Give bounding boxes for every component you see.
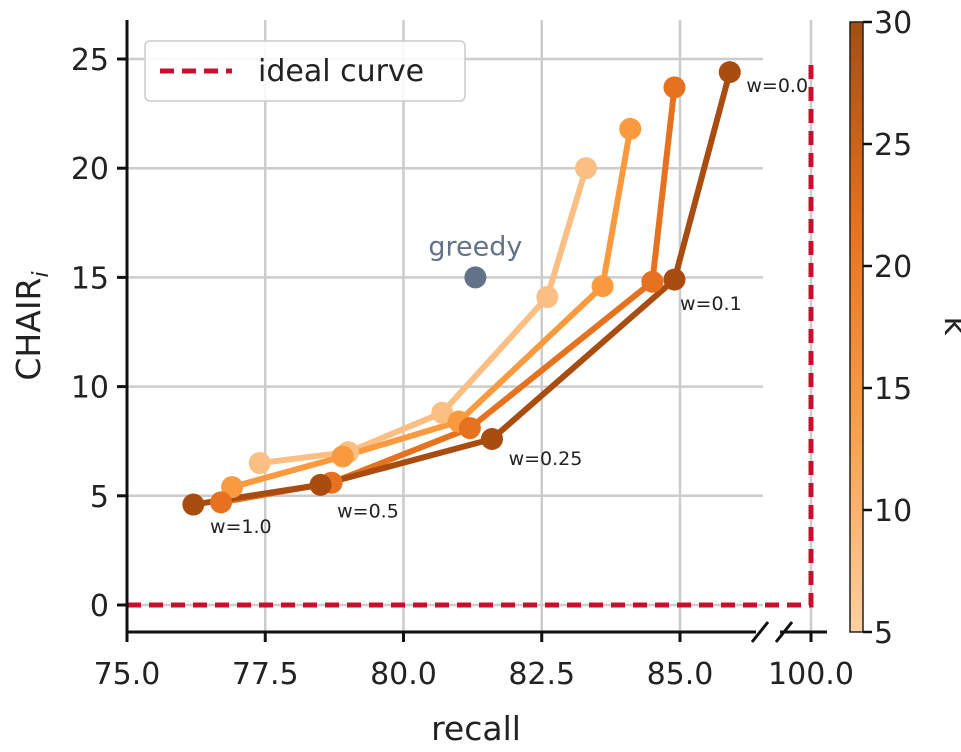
data-point-k20 [641,270,664,293]
y-axis-label-subscript: i [29,271,54,277]
axis-break-mark [774,621,794,643]
colorbar-tick-label: 10 [874,494,912,529]
colorbar-tick-label: 25 [874,128,912,163]
y-tick-label: 0 [90,589,109,624]
data-point-k30 [309,473,332,496]
legend-box [144,40,466,102]
annotations: w=0.0 w=0.1 w=0.25 w=0.5 w=1.0 [210,75,808,538]
x-tick-label: 100.0 [768,657,854,692]
y-tick-labels: 0 5 10 15 20 25 [71,43,109,624]
data-point-k30 [663,268,686,291]
data-point-k30 [718,61,741,84]
grid [125,20,813,632]
data-point-k10 [331,445,354,468]
y-tick-label: 15 [71,261,109,296]
data-point-k5 [248,452,271,475]
y-axis-label-group: CHAIRi [9,271,54,380]
y-axis-label-main: CHAIR [9,278,48,381]
data-point-k5 [536,286,559,309]
axis-break-mark [750,621,770,643]
data-point-k30 [480,428,503,451]
x-tick-label: 85.0 [647,657,714,692]
data-point-k5 [574,157,597,180]
annotation-label: w=0.25 [509,448,583,470]
annotation-label: w=0.0 [746,75,808,97]
data-point-k30 [182,493,205,516]
annotation-label: w=0.1 [680,293,742,315]
data-point-k10 [221,476,244,499]
data-point-k20 [458,417,481,440]
x-tick-label: 82.5 [508,657,575,692]
ideal-curve-line [127,59,814,608]
data-point-k10 [591,275,614,298]
series-line-k5 [259,167,589,467]
legend-label-ideal-curve: ideal curve [258,54,424,89]
colorbar-bar [849,21,864,633]
x-axis-label: recall [431,709,521,748]
x-tick-labels: 75.0 77.5 80.0 82.5 85.0 100.0 [94,657,854,692]
colorbar-label: k [937,316,961,336]
data-point-k5 [431,401,454,424]
series-points [182,61,741,516]
colorbar-tick-label: 20 [874,250,912,285]
ideal-curve [127,59,814,608]
y-tick-label: 20 [71,152,109,187]
annotation-label: w=0.5 [337,501,399,523]
colorbar-ticks: 5 10 15 20 25 30 [863,6,912,651]
x-tick-label: 75.0 [94,657,161,692]
x-tick-label: 77.5 [232,657,299,692]
y-tick-label: 5 [90,480,109,515]
colorbar-tick-label: 5 [874,616,893,651]
data-point-k20 [663,76,686,99]
y-tick-label: 25 [71,43,109,78]
greedy-label: greedy [428,231,522,262]
greedy-point [464,266,487,289]
colorbar [849,21,864,633]
greedy-marker-group: greedy [428,231,522,289]
legend: ideal curve [144,40,466,102]
data-point-k10 [619,117,642,140]
colorbar-tick-label: 30 [874,6,912,41]
annotation-label: w=1.0 [210,516,272,538]
y-axis-label: CHAIRi [9,271,54,380]
x-tick-label: 80.0 [370,657,437,692]
colorbar-tick-label: 15 [874,372,912,407]
data-point-k20 [210,491,233,514]
axes [117,20,827,643]
series-line-k10 [231,128,634,490]
y-tick-label: 10 [71,371,109,406]
